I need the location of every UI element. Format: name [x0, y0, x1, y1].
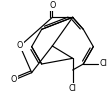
Text: O: O [11, 76, 17, 84]
Text: O: O [17, 41, 23, 51]
Text: O: O [49, 1, 56, 10]
Text: Cl: Cl [99, 60, 107, 69]
Text: Cl: Cl [69, 84, 77, 92]
